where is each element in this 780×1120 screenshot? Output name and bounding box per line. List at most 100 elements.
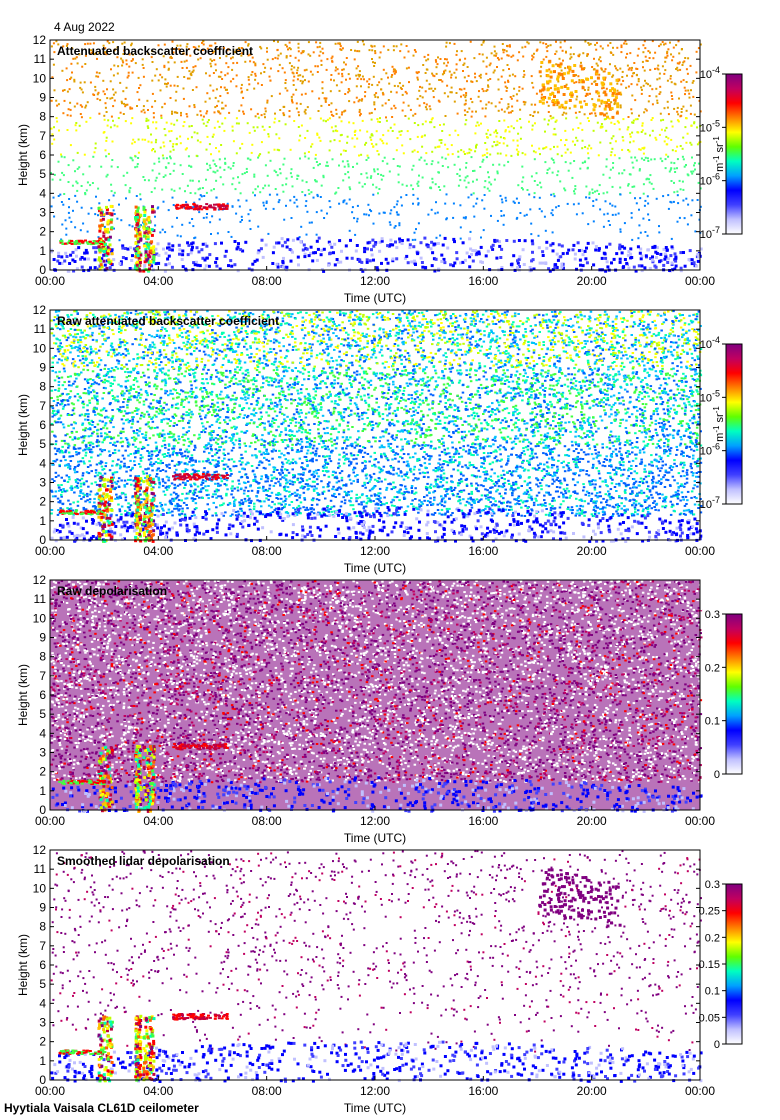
heatmap-cell	[341, 120, 343, 122]
heatmap-cell	[599, 105, 601, 107]
heatmap-cell	[531, 55, 533, 57]
heatmap-cell	[209, 85, 211, 87]
heatmap-cell	[612, 54, 614, 56]
heatmap-cell	[534, 158, 536, 160]
heatmap-cell	[432, 160, 434, 162]
heatmap-cell	[426, 104, 428, 106]
heatmap-cell	[349, 186, 351, 188]
heatmap-cell	[649, 174, 651, 176]
heatmap-cell	[565, 152, 567, 154]
heatmap-cell	[501, 199, 503, 201]
heatmap-cell	[125, 184, 127, 186]
heatmap-cell	[673, 182, 675, 184]
heatmap-cell	[371, 58, 373, 60]
heatmap-cell	[180, 142, 182, 144]
heatmap-cell	[61, 201, 63, 203]
heatmap-cell	[643, 159, 645, 161]
heatmap-cell	[691, 199, 693, 201]
heatmap-cell	[475, 125, 477, 127]
heatmap-cell	[692, 96, 694, 98]
heatmap-cell	[260, 47, 262, 49]
heatmap-cell	[661, 160, 663, 162]
heatmap-cell	[682, 148, 684, 150]
heatmap-cell	[664, 130, 666, 132]
heatmap-cell	[280, 53, 282, 55]
heatmap-cell	[632, 167, 634, 169]
heatmap-cell	[389, 171, 391, 173]
heatmap-cell	[153, 112, 155, 114]
heatmap-cell	[575, 112, 577, 114]
heatmap-cell	[517, 59, 519, 61]
heatmap-cell	[612, 214, 614, 216]
heatmap-cell	[570, 162, 572, 164]
heatmap-cell	[505, 86, 507, 88]
heatmap-cell	[285, 123, 287, 125]
heatmap-cell	[76, 103, 78, 105]
heatmap-cell	[465, 162, 467, 164]
heatmap-cell	[677, 158, 679, 160]
heatmap-cell	[539, 41, 541, 43]
heatmap-cell	[544, 216, 546, 218]
heatmap-cell	[681, 111, 683, 113]
heatmap-cell	[214, 171, 216, 173]
heatmap-cell	[270, 68, 272, 70]
heatmap-cell	[95, 147, 97, 149]
heatmap-cell	[145, 120, 147, 122]
heatmap-cell	[221, 102, 223, 104]
heatmap-cell	[381, 179, 383, 181]
heatmap-cell	[495, 53, 497, 55]
heatmap-cell	[382, 105, 384, 107]
heatmap-cell	[242, 173, 244, 175]
heatmap-cell	[638, 80, 640, 82]
heatmap-cell	[684, 57, 686, 59]
heatmap-cell	[679, 69, 681, 71]
heatmap-cell	[134, 166, 136, 168]
heatmap-cell	[220, 86, 222, 88]
heatmap-cell	[383, 69, 385, 71]
heatmap-cell	[356, 67, 358, 69]
heatmap-cell	[338, 203, 340, 205]
heatmap-cell	[209, 221, 211, 223]
heatmap-cell	[329, 117, 331, 119]
heatmap-cell	[594, 44, 596, 46]
heatmap-cell	[417, 198, 419, 200]
heatmap-cell	[193, 104, 195, 106]
heatmap-cell	[380, 51, 382, 53]
heatmap-cell	[650, 159, 652, 161]
heatmap-cell	[305, 200, 307, 202]
heatmap-cell	[482, 60, 484, 62]
heatmap-cell	[228, 112, 230, 114]
heatmap-cell	[363, 78, 365, 80]
heatmap-cell	[397, 137, 399, 139]
heatmap-cell	[427, 54, 429, 56]
heatmap-cell	[399, 50, 401, 52]
heatmap-cell	[465, 186, 467, 188]
heatmap-cell	[446, 65, 448, 67]
heatmap-cell	[177, 76, 179, 78]
heatmap-cell	[682, 189, 684, 191]
heatmap-cell	[471, 81, 473, 83]
heatmap-cell	[61, 70, 63, 72]
heatmap-cell	[224, 158, 226, 160]
heatmap-cell	[642, 44, 644, 46]
heatmap-cell	[422, 177, 424, 179]
heatmap-cell	[662, 41, 664, 43]
heatmap-cell	[419, 159, 421, 161]
heatmap-cell	[155, 141, 157, 143]
heatmap-cell	[578, 203, 580, 205]
heatmap-cell	[512, 55, 514, 57]
heatmap-cell	[189, 105, 191, 107]
heatmap-cell	[419, 95, 421, 97]
heatmap-cell	[557, 170, 559, 172]
heatmap-cell	[363, 213, 365, 215]
heatmap-cell	[249, 60, 251, 62]
heatmap-cell	[335, 70, 337, 72]
heatmap-cell	[316, 161, 318, 163]
heatmap-cell	[323, 217, 325, 219]
heatmap-cell	[163, 66, 165, 68]
heatmap-cell	[672, 56, 674, 58]
heatmap-cell	[156, 177, 158, 179]
heatmap-cell	[369, 112, 371, 114]
heatmap-cell	[72, 185, 74, 187]
heatmap-cell	[665, 57, 667, 59]
